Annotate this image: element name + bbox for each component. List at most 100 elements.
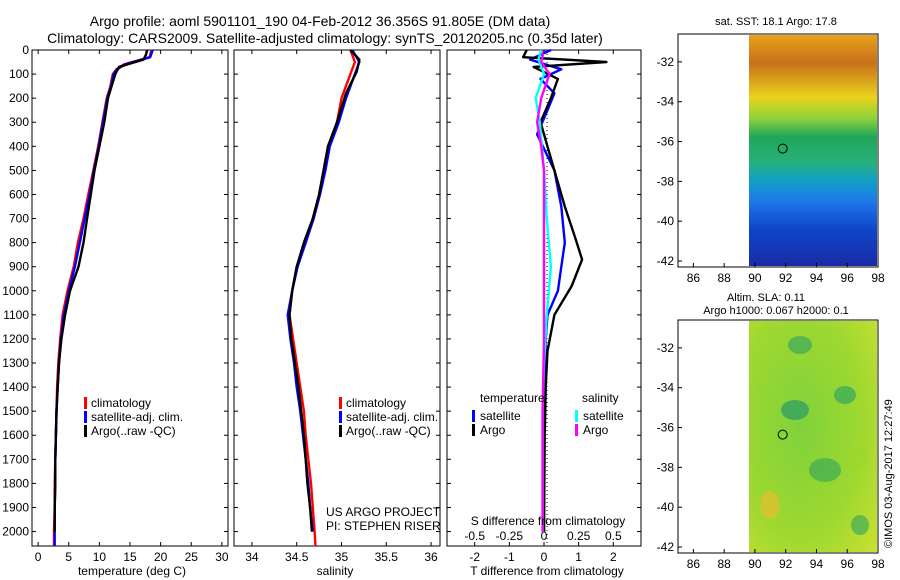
- temperature-axes-frame: [31, 49, 229, 547]
- legend-label: Argo(..raw -QC): [346, 424, 431, 438]
- salinity-axes-frame: [233, 49, 441, 547]
- map-x-tick-label: 88: [717, 271, 731, 285]
- x-tick-label: -1: [504, 550, 515, 564]
- map-x-tick-label: 94: [810, 271, 824, 285]
- x-tick-label: 34.5: [285, 550, 309, 564]
- depth-tick-label: 1900: [2, 500, 29, 514]
- x-tick-label: 20: [154, 550, 168, 564]
- map-x-tick-label: 86: [687, 557, 701, 571]
- sla-map: 86 88 90 92 94 96 98 -32 -34 -36 -38 -40 -42: [657, 319, 885, 571]
- depth-tick-label: 1300: [2, 356, 29, 370]
- x-tick-label: 1: [575, 550, 582, 564]
- depth-tick-label: 1100: [3, 308, 29, 322]
- salinity-difference-axis: -0.5 -0.25 0 0.25 0.5: [464, 529, 622, 543]
- temperature-difference-label: T difference from climatology: [470, 564, 624, 578]
- map-y-tick-label: -40: [657, 500, 675, 514]
- map-x-tick-label: 92: [779, 271, 793, 285]
- sst-map: 86 88 90 92 94 96 98 -32 -34 -36 -38 -40 -42: [657, 33, 885, 285]
- x-tick-label: 0: [35, 550, 42, 564]
- salinity-profile-lines: [286, 49, 361, 547]
- legend-label: satellite: [583, 409, 624, 423]
- legend-swatch: [84, 397, 87, 409]
- profile-line-argo: [53, 49, 149, 532]
- depth-tick-label: 100: [9, 67, 29, 81]
- map-y-tick-label: -36: [657, 135, 675, 149]
- map-x-tick-label: 96: [841, 271, 855, 285]
- sla-map-title: Altim. SLA: 0.11: [727, 292, 805, 304]
- sst-map-title: sat. SST: 18.1 Argo: 17.8: [715, 16, 837, 28]
- argo-float-marker: [777, 143, 788, 154]
- profile-line-salinity-argo: [535, 49, 551, 532]
- profile-line-temperature-argo: [522, 49, 608, 532]
- map-x-tick-label: 90: [748, 557, 762, 571]
- depth-tick-label: 1200: [2, 332, 29, 346]
- depth-tick-label: 300: [9, 115, 29, 129]
- depth-tick-label: 1400: [2, 380, 29, 394]
- legend-label: climatology: [346, 396, 406, 410]
- map-x-tick-label: 98: [871, 271, 885, 285]
- s-diff-tick-label: 0.5: [605, 529, 622, 543]
- legend-label: Argo: [480, 423, 506, 437]
- map-x-tick-label: 88: [717, 557, 731, 571]
- salinity-difference-label: S difference from climatology: [471, 514, 626, 528]
- s-diff-tick-label: -0.5: [464, 529, 485, 543]
- sla-heatmap-features: [760, 336, 869, 535]
- argo-float-marker: [777, 429, 788, 440]
- profile-line-climatology: [288, 49, 357, 547]
- legend-group-salinity: salinity: [582, 391, 619, 405]
- legend-label: satellite: [480, 409, 521, 423]
- map-y-tick-label: -42: [657, 254, 675, 268]
- sst-map-axes: 86 88 90 92 94 96 98 -32 -34 -36 -38 -40 -42: [657, 55, 885, 285]
- legend-label: Argo: [583, 423, 609, 437]
- principal-investigator: PI: STEPHEN RISER: [326, 519, 441, 533]
- sla-map-frame: [677, 319, 879, 554]
- project-credit: US ARGO PROJECT: [326, 505, 441, 519]
- depth-tick-label: 200: [9, 91, 29, 105]
- temperature-x-label: temperature (deg C): [78, 564, 186, 578]
- legend-swatch: [575, 410, 578, 422]
- depth-tick-label: 400: [9, 139, 29, 153]
- map-x-tick-label: 98: [871, 557, 885, 571]
- depth-tick-label: 600: [9, 187, 29, 201]
- legend-label: satellite-adj. clim.: [346, 410, 438, 424]
- map-x-tick-label: 94: [810, 557, 824, 571]
- map-y-tick-label: -38: [657, 460, 675, 474]
- x-tick-label: 35.5: [375, 550, 399, 564]
- x-tick-label: 2: [610, 550, 617, 564]
- depth-tick-label: 800: [9, 236, 29, 250]
- depth-tick-label: 1600: [2, 428, 29, 442]
- imos-watermark: ©IMOS 03-Aug-2017 12:27:49: [883, 399, 895, 548]
- depth-tick-label: 1800: [2, 476, 29, 490]
- map-y-tick-label: -36: [657, 421, 675, 435]
- sla-map-height-summary: Argo h1000: 0.067 h2000: 0.1: [703, 305, 849, 317]
- legend-swatch: [339, 397, 342, 409]
- x-tick-label: 36: [424, 550, 438, 564]
- map-y-tick-label: -38: [657, 174, 675, 188]
- figure-title-line1: Argo profile: aoml 5901101_190 04-Feb-20…: [90, 13, 551, 29]
- depth-tick-label: 2000: [2, 525, 29, 539]
- legend-label: Argo(..raw -QC): [91, 424, 176, 438]
- difference-panel: -0.5 -0.25 0 0.25 0.5 temperature salinity sat…: [446, 48, 642, 578]
- depth-tick-label: 1500: [2, 404, 29, 418]
- map-y-tick-label: -34: [657, 381, 675, 395]
- difference-profile-lines: [522, 48, 608, 532]
- sst-map-frame: [677, 33, 879, 268]
- map-x-tick-label: 90: [748, 271, 762, 285]
- depth-tick-label: 500: [9, 163, 29, 177]
- x-tick-label: 34: [245, 550, 259, 564]
- depth-tick-label: 0: [22, 43, 29, 57]
- map-y-tick-label: -32: [657, 341, 675, 355]
- temperature-profile-lines: [52, 49, 154, 546]
- figure-title-line2: Climatology: CARS2009. Satellite-adjuste…: [47, 30, 603, 46]
- legend-swatch: [339, 425, 342, 437]
- legend-swatch: [84, 411, 87, 423]
- legend-label: climatology: [91, 396, 151, 410]
- s-diff-tick-label: -0.25: [496, 529, 524, 543]
- x-tick-label: 10: [93, 550, 107, 564]
- map-y-tick-label: -32: [657, 55, 675, 69]
- depth-tick-label: 1700: [2, 452, 29, 466]
